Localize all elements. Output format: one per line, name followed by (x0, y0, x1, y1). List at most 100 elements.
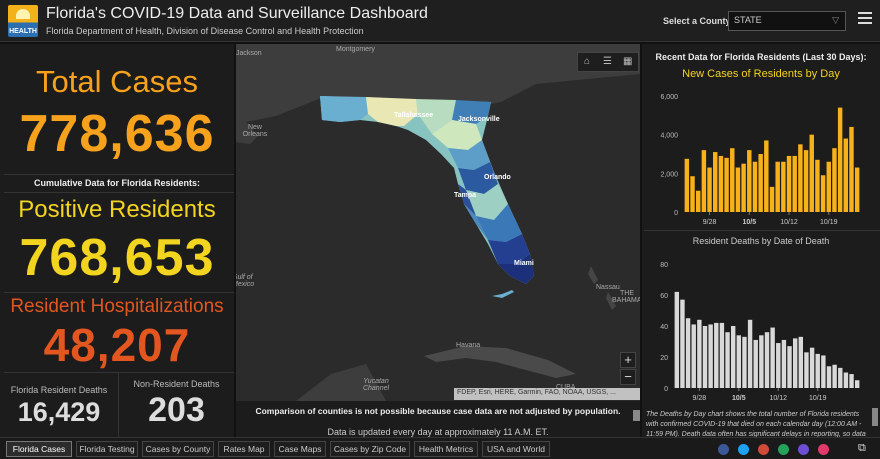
zoom-in-button[interactable]: + (620, 352, 636, 368)
bar[interactable] (685, 318, 691, 388)
bar[interactable] (815, 159, 820, 212)
menu-icon[interactable] (858, 12, 872, 26)
bar[interactable] (792, 338, 798, 388)
link-icon[interactable] (818, 444, 829, 455)
bar[interactable] (674, 291, 680, 388)
bar[interactable] (776, 343, 781, 388)
pinterest-icon[interactable] (758, 444, 769, 455)
twitter-icon[interactable] (738, 444, 749, 455)
bar[interactable] (742, 336, 747, 388)
bar[interactable] (691, 324, 696, 388)
bar[interactable] (770, 327, 775, 388)
bar[interactable] (718, 155, 724, 212)
bar[interactable] (815, 353, 820, 388)
bar[interactable] (735, 167, 741, 212)
bar[interactable] (821, 355, 826, 388)
deaths-by-date-chart[interactable]: 0 20 40 60 80 9/28 10/5 10/12 10/19 (642, 250, 880, 400)
bar[interactable] (786, 155, 792, 212)
bar[interactable] (730, 326, 736, 388)
bar[interactable] (708, 324, 713, 388)
bar[interactable] (769, 186, 775, 212)
bar[interactable] (792, 155, 797, 212)
home-icon[interactable]: ⌂ (584, 56, 591, 67)
scrollbar[interactable] (633, 410, 640, 421)
bar[interactable] (695, 190, 701, 212)
bar[interactable] (826, 366, 832, 388)
email-icon[interactable] (798, 444, 809, 455)
bar[interactable] (809, 347, 815, 388)
bar[interactable] (843, 372, 849, 389)
bar[interactable] (849, 126, 854, 212)
bar[interactable] (832, 148, 837, 212)
tab-bar: Florida Cases Florida Testing Cases by C… (0, 437, 880, 459)
bar[interactable] (798, 336, 804, 388)
map-canvas[interactable] (236, 44, 640, 401)
positive-residents-title: Positive Residents (18, 196, 216, 223)
bar[interactable] (690, 176, 695, 212)
bar[interactable] (758, 154, 763, 212)
bar[interactable] (702, 326, 708, 388)
bar[interactable] (826, 161, 831, 212)
bar[interactable] (832, 364, 837, 388)
bar[interactable] (736, 335, 742, 388)
bar[interactable] (781, 161, 786, 212)
bar[interactable] (752, 161, 758, 212)
bar[interactable] (725, 332, 730, 388)
basemap-icon[interactable]: ▦ (623, 56, 633, 67)
tab-florida-testing[interactable]: Florida Testing (76, 441, 138, 457)
bar[interactable] (849, 374, 854, 388)
bar[interactable] (838, 367, 843, 388)
scrollbar[interactable] (872, 408, 878, 426)
bar[interactable] (837, 107, 843, 212)
external-link-icon[interactable]: ⧉ (858, 442, 866, 454)
bar[interactable] (714, 322, 719, 388)
bar[interactable] (775, 161, 780, 212)
zoom-out-button[interactable]: − (620, 369, 636, 385)
bar[interactable] (843, 138, 849, 212)
tab-rates-map[interactable]: Rates Map (218, 441, 270, 457)
whatsapp-icon[interactable] (778, 444, 789, 455)
bar[interactable] (759, 335, 764, 388)
bar[interactable] (753, 339, 758, 388)
city-label-miami: Miami (514, 260, 534, 267)
bar[interactable] (803, 150, 809, 212)
divider (4, 372, 234, 373)
bar[interactable] (764, 332, 770, 388)
bar[interactable] (707, 167, 712, 212)
new-cases-chart[interactable]: 0 2,000 4,000 6,000 9/28 10/5 10/12 10/19 (642, 84, 880, 230)
county-select[interactable]: STATE ▽ (728, 11, 846, 31)
bar[interactable] (741, 163, 746, 212)
tab-cases-by-county[interactable]: Cases by County (142, 441, 214, 457)
county-map[interactable]: Jackson Montgomery New Orleans Gulf of M… (236, 44, 640, 401)
legend-icon[interactable]: ☰ (603, 56, 612, 67)
bar[interactable] (713, 152, 718, 212)
bar[interactable] (854, 380, 860, 388)
bar[interactable] (701, 150, 707, 212)
bar[interactable] (684, 158, 690, 212)
tab-cases-by-zip[interactable]: Cases by Zip Code (330, 441, 410, 457)
bar[interactable] (719, 322, 725, 388)
bar[interactable] (809, 134, 814, 212)
bar[interactable] (854, 167, 860, 212)
bar[interactable] (764, 140, 769, 212)
tab-usa-and-world[interactable]: USA and World (482, 441, 550, 457)
facebook-icon[interactable] (718, 444, 729, 455)
tab-health-metrics[interactable]: Health Metrics (414, 441, 478, 457)
bar[interactable] (697, 319, 702, 388)
y-tick-label: 0 (674, 210, 678, 217)
map-label-nassau: Nassau (596, 284, 620, 291)
map-label-havana: Havana (456, 342, 481, 349)
bar[interactable] (820, 175, 826, 212)
bar[interactable] (680, 299, 685, 388)
bar[interactable] (804, 352, 809, 388)
bar[interactable] (781, 339, 787, 388)
bar[interactable] (787, 346, 792, 388)
tab-florida-cases[interactable]: Florida Cases (6, 441, 72, 457)
total-cases-title: Total Cases (36, 64, 198, 99)
bar[interactable] (730, 148, 735, 212)
bar[interactable] (724, 157, 729, 212)
bar[interactable] (747, 319, 753, 388)
bar[interactable] (798, 144, 803, 212)
tab-case-maps[interactable]: Case Maps (274, 441, 326, 457)
bar[interactable] (747, 150, 752, 212)
